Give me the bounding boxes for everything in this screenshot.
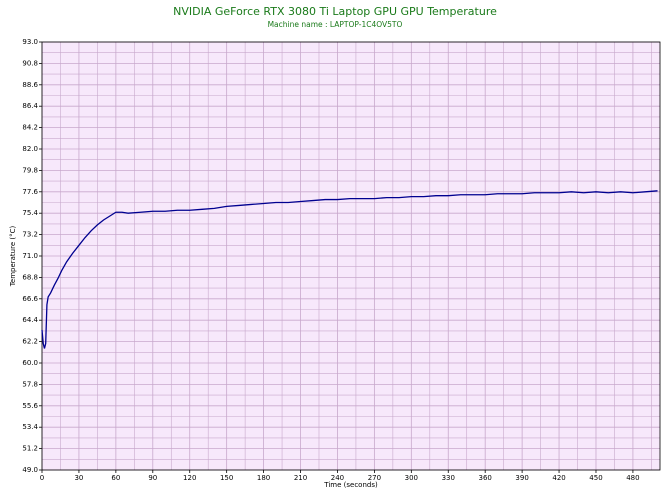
y-tick-label: 62.2 — [22, 338, 38, 346]
x-tick-label: 480 — [626, 474, 639, 482]
x-tick-label: 120 — [183, 474, 196, 482]
y-tick-label: 79.8 — [22, 166, 38, 174]
y-tick-label: 73.2 — [22, 231, 38, 239]
y-tick-label: 86.4 — [22, 102, 38, 110]
y-tick-label: 53.4 — [22, 423, 38, 431]
y-tick-label: 51.2 — [22, 445, 38, 453]
y-tick-label: 49.0 — [22, 466, 38, 474]
y-tick-label: 71.0 — [22, 252, 38, 260]
x-tick-label: 180 — [257, 474, 270, 482]
x-tick-label: 240 — [331, 474, 344, 482]
x-tick-label: 60 — [111, 474, 120, 482]
y-tick-label: 64.4 — [22, 316, 38, 324]
y-tick-label: 68.8 — [22, 273, 38, 281]
y-tick-label: 77.6 — [22, 188, 38, 196]
chart-subtitle: Machine name : LAPTOP-1C4OV5TO — [268, 20, 403, 29]
x-tick-label: 270 — [368, 474, 381, 482]
chart-title: NVIDIA GeForce RTX 3080 Ti Laptop GPU GP… — [173, 5, 497, 18]
y-tick-label: 88.6 — [22, 81, 38, 89]
x-tick-label: 0 — [40, 474, 44, 482]
y-tick-label: 55.6 — [22, 402, 38, 410]
y-tick-label: 75.4 — [22, 209, 38, 217]
x-tick-label: 360 — [478, 474, 491, 482]
x-tick-label: 210 — [294, 474, 307, 482]
x-tick-label: 330 — [442, 474, 455, 482]
plot-frame — [41, 41, 661, 471]
x-tick-label: 150 — [220, 474, 233, 482]
y-tick-label: 57.8 — [22, 380, 38, 388]
x-tick-label: 450 — [589, 474, 602, 482]
x-tick-label: 30 — [74, 474, 83, 482]
y-tick-label: 82.0 — [22, 145, 38, 153]
y-tick-label: 60.0 — [22, 359, 38, 367]
x-axis-label: Time (seconds) — [323, 481, 378, 489]
y-tick-label: 84.2 — [22, 124, 38, 132]
x-tick-label: 390 — [515, 474, 528, 482]
y-tick-label: 90.8 — [22, 59, 38, 67]
y-tick-label: 66.6 — [22, 295, 38, 303]
line-series — [41, 190, 658, 349]
y-axis-label: Temperature (°C) — [9, 226, 17, 288]
x-tick-label: 90 — [148, 474, 157, 482]
x-tick-label: 420 — [552, 474, 565, 482]
x-tick-label: 300 — [405, 474, 418, 482]
y-tick-label: 93.0 — [22, 38, 38, 46]
